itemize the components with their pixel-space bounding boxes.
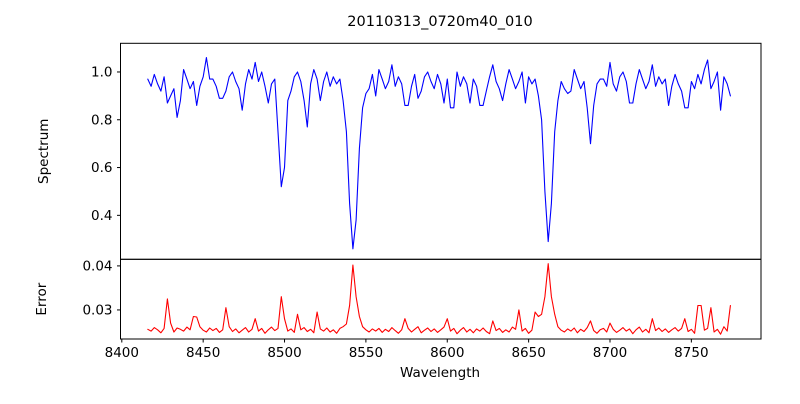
x-tick-label: 8650 xyxy=(511,345,545,361)
spectrum-axes xyxy=(120,42,762,260)
y-tick-label: 0.6 xyxy=(91,160,112,176)
chart-title: 20110313_0720m40_010 xyxy=(347,14,532,30)
y-tick-label: 0.04 xyxy=(82,258,112,274)
spectrum-y-ticks: 0.4 0.6 0.8 1.0 xyxy=(91,64,121,224)
error-y-ticks: 0.03 0.04 xyxy=(82,258,121,318)
x-tick-label: 8700 xyxy=(593,345,627,361)
x-tick-label: 8600 xyxy=(430,345,464,361)
error-ylabel: Error xyxy=(34,282,50,315)
error-axes xyxy=(120,258,762,340)
x-tick-label: 8450 xyxy=(186,345,220,361)
x-tick-label: 8550 xyxy=(349,345,383,361)
spectrum-ylabel: Spectrum xyxy=(36,119,52,184)
error-plot-content xyxy=(147,263,731,335)
spectrum-line xyxy=(147,57,731,250)
y-tick-label: 0.4 xyxy=(91,208,112,224)
y-tick-label: 0.03 xyxy=(82,302,112,318)
y-tick-label: 0.8 xyxy=(91,112,112,128)
x-tick-label: 8400 xyxy=(105,345,139,361)
x-tick-label: 8500 xyxy=(267,345,301,361)
x-axis-label: Wavelength xyxy=(400,365,480,381)
x-tick-label: 8750 xyxy=(674,345,708,361)
spectrum-plot-content xyxy=(147,57,731,250)
y-tick-label: 1.0 xyxy=(91,64,112,80)
x-ticks: 8400 8450 8500 8550 8600 8650 8700 8750 xyxy=(105,339,709,361)
error-line xyxy=(147,263,731,335)
